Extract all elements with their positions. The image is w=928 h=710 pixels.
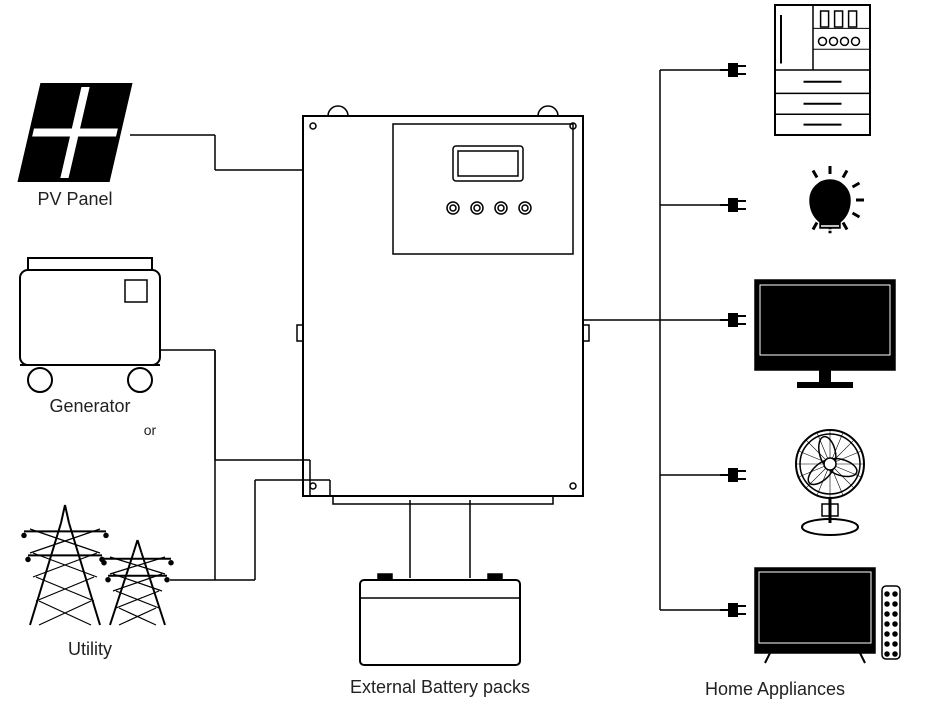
pv-panel-icon: PV Panel bbox=[20, 85, 130, 209]
fridge-icon bbox=[775, 5, 870, 135]
svg-text:PV Panel: PV Panel bbox=[37, 189, 112, 209]
inverter-icon bbox=[297, 106, 589, 504]
lightbulb-icon bbox=[810, 166, 864, 234]
svg-text:Utility: Utility bbox=[68, 639, 112, 659]
generator-icon: Generator or bbox=[20, 258, 160, 438]
battery-icon: External Battery packs bbox=[350, 574, 530, 697]
svg-text:Generator: Generator bbox=[49, 396, 130, 416]
svg-text:or: or bbox=[144, 422, 157, 438]
tv-icon bbox=[755, 568, 900, 663]
utility-icon: Utility bbox=[22, 505, 173, 659]
appliances-label: Home Appliances bbox=[705, 679, 845, 699]
svg-text:External Battery packs: External Battery packs bbox=[350, 677, 530, 697]
monitor-icon bbox=[755, 280, 895, 388]
wiring bbox=[130, 63, 746, 617]
fan-icon bbox=[796, 430, 864, 535]
svg-text:Home Appliances: Home Appliances bbox=[705, 679, 845, 699]
